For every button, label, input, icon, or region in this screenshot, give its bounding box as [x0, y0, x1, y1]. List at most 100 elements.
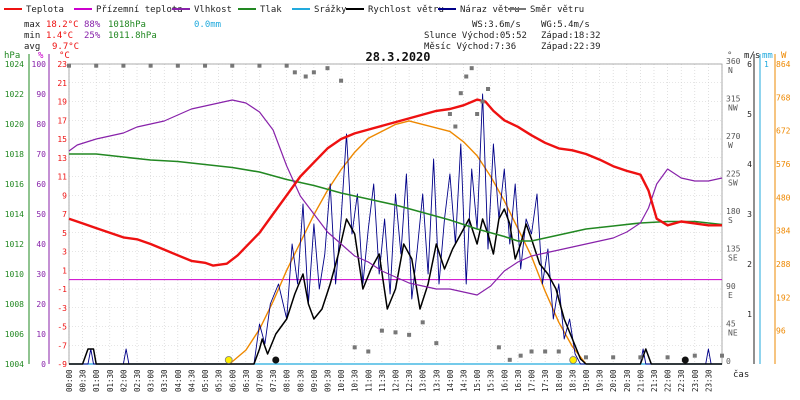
tick-label-humidity: 70	[36, 150, 46, 159]
x-tick-label: 01:30	[106, 369, 115, 392]
x-tick-label: 03:30	[160, 369, 169, 392]
tick-label-humidity: 90	[36, 90, 46, 99]
x-tick-label: 13:30	[432, 369, 441, 392]
x-tick-label: 23:30	[704, 369, 713, 392]
x-tick-label: 11:30	[378, 369, 387, 392]
tick-label-temperature: -3	[57, 304, 67, 313]
x-tick-label: 21:00	[636, 369, 645, 392]
wind-direction-point	[148, 63, 153, 68]
x-tick-label: 08:30	[296, 369, 305, 392]
x-tick-label: 22:30	[677, 369, 686, 392]
x-tick-label: 19:00	[582, 369, 591, 392]
stats-min-label: min	[24, 31, 40, 41]
tick-label-humidity: 40	[36, 240, 46, 249]
wind-direction-point	[339, 78, 344, 83]
tick-label-solar: 192	[776, 293, 791, 302]
wind-direction-point	[496, 345, 501, 350]
x-tick-label: 20:30	[623, 369, 632, 392]
axis-title-ms: m/s	[744, 51, 760, 61]
tick-label-pressure: 1004	[5, 360, 24, 369]
tick-label-wind-direction: 315	[726, 95, 741, 104]
tick-label-pressure: 1024	[5, 60, 24, 69]
legend-label: Přízemní teplota	[96, 5, 183, 15]
legend-label: Rychlost větru	[368, 5, 444, 15]
wind-direction-point	[583, 355, 588, 360]
x-tick-label: 10:30	[351, 369, 360, 392]
tick-label-wind-speed: 1	[747, 310, 752, 319]
tick-label-wind-compass: NW	[728, 104, 738, 113]
sunrise-marker	[224, 356, 233, 364]
x-tick-label: 08:00	[283, 369, 292, 392]
x-tick-label: 17:30	[541, 369, 550, 392]
moonset-marker	[681, 356, 689, 364]
x-tick-label: 04:00	[174, 369, 183, 392]
wind-direction-point	[393, 330, 398, 335]
wind-direction-point	[480, 99, 485, 104]
info-moon: Měsíc Východ:7:36	[424, 42, 516, 52]
x-tick-label: 02:30	[133, 369, 142, 392]
tick-label-temperature: 1	[62, 266, 67, 275]
tick-label-wind-direction: 90	[726, 282, 736, 291]
tick-label-solar: 768	[776, 93, 791, 102]
tick-label-temperature: -9	[57, 360, 67, 369]
tick-label-wind-direction: 180	[726, 207, 741, 216]
info-sunset: Západ:18:32	[541, 31, 601, 41]
tick-label-solar: 96	[776, 327, 786, 336]
x-tick-label: 15:30	[487, 369, 496, 392]
x-tick-label: 20:00	[609, 369, 618, 392]
tick-label-wind-direction: 135	[726, 245, 741, 254]
wind-direction-point	[543, 349, 548, 354]
wind-direction-point	[464, 74, 469, 79]
tick-label-pressure: 1008	[5, 300, 24, 309]
tick-label-wind-compass: SE	[728, 254, 738, 263]
x-tick-label: 01:00	[92, 369, 101, 392]
tick-label-humidity: 0	[41, 360, 46, 369]
axis-title-cas: čas	[733, 369, 749, 380]
x-tick-label: 17:00	[528, 369, 537, 392]
stats-max-press: 1018hPa	[108, 20, 146, 30]
info-sun: Slunce Východ:05:52	[424, 31, 527, 41]
x-tick-label: 02:00	[119, 369, 128, 392]
tick-label-wind-compass: N	[728, 66, 733, 75]
stats-block: max 18.2°C 88% 1018hPa 0.0mm min 1.4°C 2…	[24, 20, 221, 52]
x-tick-label: 23:00	[691, 369, 700, 392]
wind-direction-point	[230, 63, 235, 68]
tick-label-wind-compass: S	[728, 216, 733, 225]
x-tick-label: 18:30	[568, 369, 577, 392]
tick-label-wind-direction: 360	[726, 57, 741, 66]
x-tick-label: 12:00	[392, 369, 401, 392]
tick-label-solar: 672	[776, 127, 791, 136]
tick-label-temperature: 3	[62, 248, 67, 257]
legend-label: Tlak	[260, 5, 282, 15]
x-tick-label: 04:30	[187, 369, 196, 392]
wind-direction-point	[469, 66, 474, 71]
stats-max-label: max	[24, 20, 41, 30]
info-ws: WS:3.6m/s	[472, 20, 521, 30]
info-block: WS:3.6m/s WG:5.4m/s Slunce Východ:05:52 …	[424, 20, 601, 52]
x-tick-label: 12:30	[405, 369, 414, 392]
wind-direction-point	[284, 63, 289, 68]
axis-title-pct: %	[38, 51, 44, 61]
axis-title-hpa: hPa	[4, 51, 20, 61]
x-tick-label: 00:30	[79, 369, 88, 392]
legend-label: Vlhkost	[194, 5, 232, 15]
wind-direction-point	[366, 349, 371, 354]
wind-direction-point	[486, 87, 491, 91]
tick-label-humidity: 100	[32, 60, 47, 69]
sunset-marker	[569, 356, 578, 364]
x-tick-label: 11:00	[364, 369, 373, 392]
tick-label-wind-direction: 45	[726, 320, 736, 329]
tick-label-wind-compass: SW	[728, 179, 738, 188]
wind-direction-point	[447, 112, 452, 116]
x-tick-label: 13:00	[419, 369, 428, 392]
x-tick-label: 05:30	[215, 369, 224, 392]
axes: 1024102210201018101610141012101010081006…	[5, 54, 791, 369]
stats-max-hum: 88%	[84, 20, 101, 30]
stats-min-press: 1011.8hPa	[108, 31, 157, 41]
legend-label: Srážky	[314, 5, 347, 15]
x-tick-label: 09:00	[310, 369, 319, 392]
stats-avg-temp: 9.7°C	[52, 42, 79, 52]
series-line-teplota	[68, 98, 722, 267]
tick-label-humidity: 10	[36, 330, 46, 339]
